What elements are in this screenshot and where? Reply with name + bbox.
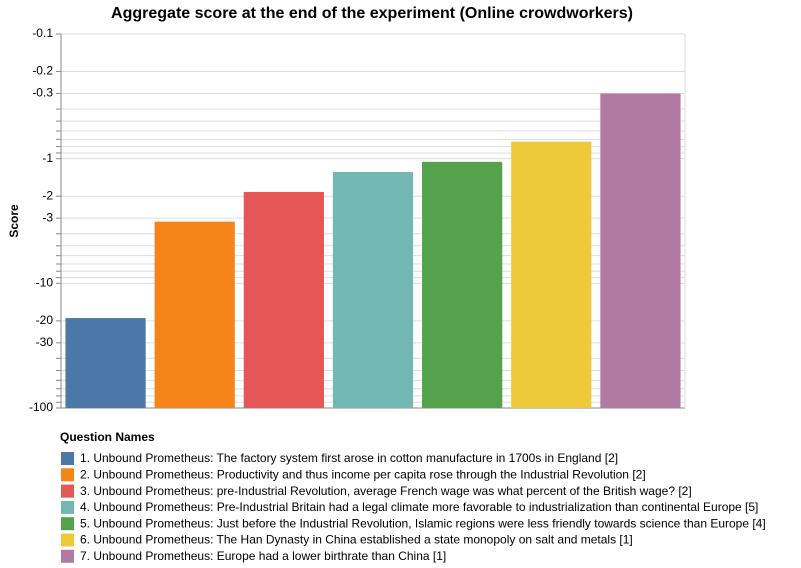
y-tick-label: -100 [29,400,53,414]
y-tick-label: -10 [36,276,54,290]
bar [332,172,414,408]
bar [511,141,592,409]
chart-title: Aggregate score at the end of the experi… [111,5,633,22]
y-axis-label: Score [7,204,21,238]
y-tick-label: -0.2 [32,64,53,78]
legend-label: 7. Unbound Prometheus: Europe had a lowe… [80,549,446,563]
legend-title: Question Names [60,430,155,444]
legend-label: 1. Unbound Prometheus: The factory syste… [80,451,618,465]
legend-label: 3. Unbound Prometheus: pre-Industrial Re… [80,484,692,498]
y-tick-label: -3 [42,210,53,224]
legend-swatch [61,533,74,547]
bar [600,93,681,409]
legend-label: 5. Unbound Prometheus: Just before the I… [80,516,766,530]
legend-swatch [61,517,74,531]
legend-label: 4. Unbound Prometheus: Pre-Industrial Br… [80,500,758,514]
legend-swatch [61,468,74,482]
y-tick-label: -2 [42,188,53,202]
bar [154,221,235,408]
legend-label: 2. Unbound Prometheus: Productivity and … [80,467,646,481]
bar [243,191,324,408]
legend-swatch [61,549,74,563]
y-tick-label: -1 [42,151,53,165]
legend-label: 6. Unbound Prometheus: The Han Dynasty i… [80,533,633,547]
legend-swatch [61,484,74,498]
y-tick-label: -30 [36,335,54,349]
bar [422,161,503,408]
legend-swatch [61,452,74,465]
y-tick-label: -0.3 [32,86,53,100]
legend-swatch [61,500,74,514]
y-tick-label: -0.1 [32,26,53,40]
bar [65,318,146,408]
y-tick-label: -20 [36,313,54,327]
